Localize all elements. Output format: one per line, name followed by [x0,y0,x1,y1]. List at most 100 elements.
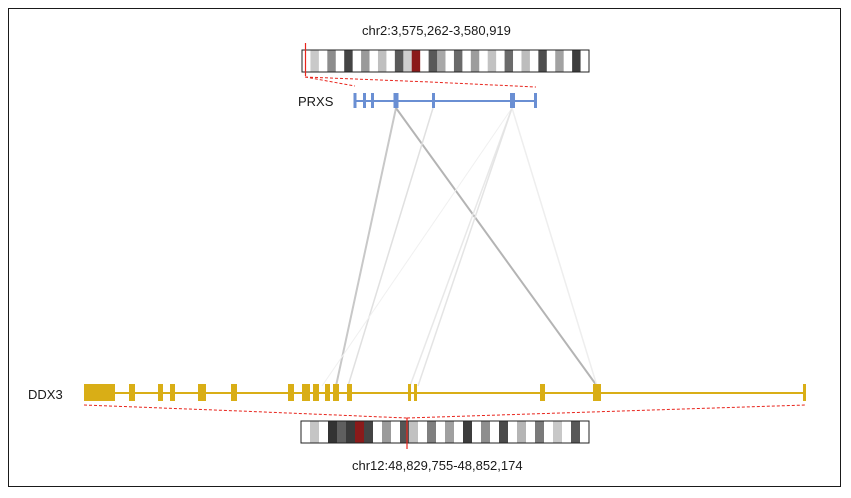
ideogram-band [377,50,387,72]
exon [432,93,435,108]
ideogram-band [580,421,590,443]
ideogram-band [562,421,572,443]
ideogram-band [344,50,354,72]
ideogram-band [553,421,563,443]
link-4 [321,107,513,387]
link-7 [511,107,598,387]
ideogram-band [462,50,472,72]
ideogram-band [386,50,396,72]
exon [198,384,206,401]
ideogram-band [355,421,365,443]
ideogram-band [496,50,505,72]
exon [363,93,366,108]
link-1 [335,107,397,387]
exon [803,384,806,401]
zoom-guide-bottom [83,404,807,419]
ideogram-band [563,50,573,72]
chromosome-ideogram-bottom [301,421,590,443]
ideogram-band [521,50,531,72]
ideogram-band [499,421,509,443]
region-label-bottom: chr12:48,829,755-48,852,174 [352,458,523,473]
ideogram-band [526,421,536,443]
ideogram-band [403,50,413,72]
ideogram-band [369,50,379,72]
link-3 [347,107,434,387]
ideogram-band [508,421,518,443]
exon [510,93,515,108]
exon [353,93,357,108]
ideogram-band [420,50,430,72]
ideogram-band [427,421,437,443]
ideogram-band [373,421,383,443]
ideogram-band [571,421,581,443]
link-5 [409,107,513,387]
ideogram-band [335,50,345,72]
gene-label-ddx3: DDX3 [28,387,63,402]
gene-label-prxs: PRXS [298,94,334,109]
exon [408,384,411,401]
ideogram-band [445,421,455,443]
ideogram-band [437,50,446,72]
ideogram-outline-top [301,49,590,73]
exon [393,93,399,108]
region-label-top: chr2:3,575,262-3,580,919 [362,23,511,38]
ideogram-band [487,50,497,72]
chromosome-ideogram-top [302,50,590,72]
exon [302,384,310,401]
exon [170,384,175,401]
ideogram-band [555,50,565,72]
ideogram-band [479,50,489,72]
ideogram-band [544,421,554,443]
ideogram-band [409,421,419,443]
ideogram-band [418,421,428,443]
ideogram-band [302,50,311,72]
exon [288,384,294,401]
ideogram-band [310,421,320,443]
ideogram-band [436,421,446,443]
exon [347,384,352,401]
ideogram-band [327,50,337,72]
ideogram-band [364,421,374,443]
ideogram-band [337,421,347,443]
exon [231,384,237,401]
ideogram-band [382,421,392,443]
ideogram-band [580,50,590,72]
ideogram-band [394,50,404,72]
ideogram-band [454,421,464,443]
ideogram-band [328,421,338,443]
exon [158,384,163,401]
ideogram-band [481,421,491,443]
exon [325,384,330,401]
gene-model-ddx3 [84,384,806,401]
ideogram-band [513,50,522,72]
ideogram-band [318,50,328,72]
ideogram-band [428,50,438,72]
exon [333,384,339,401]
ideogram-band [529,50,539,72]
gene-model-prxs [353,93,537,108]
ideogram-band [535,421,545,443]
exon [534,93,537,108]
ideogram-outline-bottom [300,420,590,444]
exon [84,384,115,401]
exon [593,384,601,401]
exon [414,384,417,401]
ideogram-band [411,50,421,72]
ideogram-band [472,421,482,443]
ideogram-band [301,421,311,443]
ideogram-band [572,50,581,72]
zoom-guide-top [304,76,537,88]
ideogram-band [400,421,410,443]
ideogram-band [319,421,329,443]
ideogram-band [346,421,356,443]
ideogram-band [470,50,480,72]
ideogram-band [361,50,370,72]
exon [540,384,545,401]
exon [129,384,135,401]
ideogram-band [538,50,548,72]
ideogram-band [504,50,514,72]
ideogram-band [517,421,527,443]
ideogram-band [463,421,473,443]
ideogram-band [490,421,500,443]
